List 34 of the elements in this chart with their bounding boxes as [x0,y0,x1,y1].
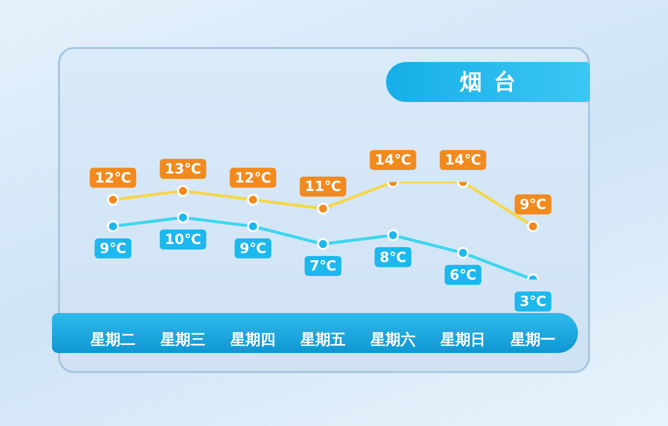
point [107,220,119,232]
x-tick-label: 星期六 [370,330,416,348]
point [527,220,539,232]
point [177,211,189,224]
data-label: 12℃ [94,170,132,186]
data-label: 10℃ [164,232,202,248]
data-label: 14℃ [374,152,412,169]
data-label: 6℃ [450,268,476,284]
data-label: 14℃ [444,152,482,169]
x-tick-label: 星期五 [300,330,346,348]
data-label: 11℃ [304,179,342,196]
x-tick-label: 星期二 [90,330,136,348]
point [247,220,259,232]
x-tick-label: 星期日 [440,330,486,348]
data-label: 7℃ [310,258,336,275]
point [317,202,329,215]
data-label: 9℃ [100,240,126,257]
x-tick-label: 星期三 [160,330,206,348]
data-label: 12℃ [234,170,272,186]
point [107,194,119,206]
chart-title: 烟台 [458,69,528,97]
point [317,238,329,250]
data-label: 9℃ [240,240,266,257]
data-label: 8℃ [380,250,406,266]
x-tick-label: 星期四 [230,330,276,348]
data-label: 9℃ [520,196,546,213]
title-ribbon: 烟台 [386,62,590,102]
x-tick-label: 星期一 [510,330,556,348]
data-label: 3℃ [520,294,546,310]
point [457,246,469,259]
point [177,184,189,197]
point [247,194,259,206]
point [387,229,399,242]
data-label: 13℃ [164,162,202,178]
